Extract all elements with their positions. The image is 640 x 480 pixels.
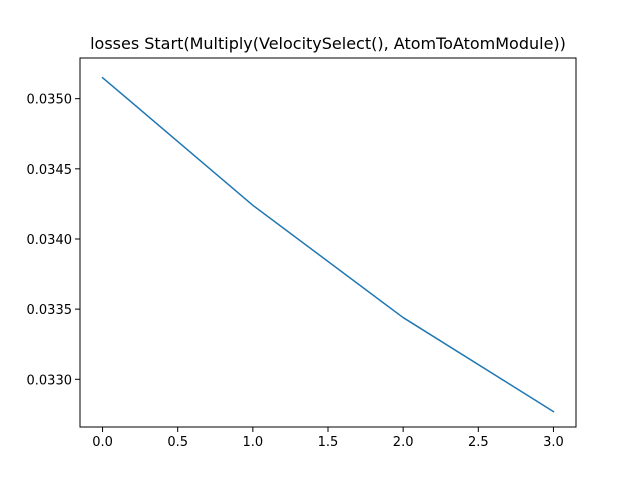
x-tick-label: 0.5 bbox=[167, 435, 188, 450]
x-tick-label: 3.0 bbox=[543, 435, 564, 450]
chart-title: losses Start(Multiply(VelocitySelect(), … bbox=[90, 34, 566, 53]
x-tick-label: 1.0 bbox=[243, 435, 264, 450]
axes-frame bbox=[79, 57, 577, 428]
x-tick-label: 2.0 bbox=[393, 435, 414, 450]
y-tick-label: 0.0345 bbox=[27, 163, 73, 178]
x-tick-label: 2.5 bbox=[468, 435, 489, 450]
y-tick-label: 0.0330 bbox=[27, 373, 73, 388]
series-line-0 bbox=[101, 76, 555, 413]
y-tick-label: 0.0335 bbox=[27, 303, 73, 318]
y-tick-label: 0.0350 bbox=[27, 93, 73, 108]
y-tick-label: 0.0340 bbox=[27, 233, 73, 248]
x-tick-label: 0.0 bbox=[92, 435, 113, 450]
x-tick-label: 1.5 bbox=[318, 435, 339, 450]
plot-area: 0.0 0.5 1.0 1.5 2.0 2.5 3.0 0.0330 0.0335 0.0340 0… bbox=[27, 76, 564, 450]
